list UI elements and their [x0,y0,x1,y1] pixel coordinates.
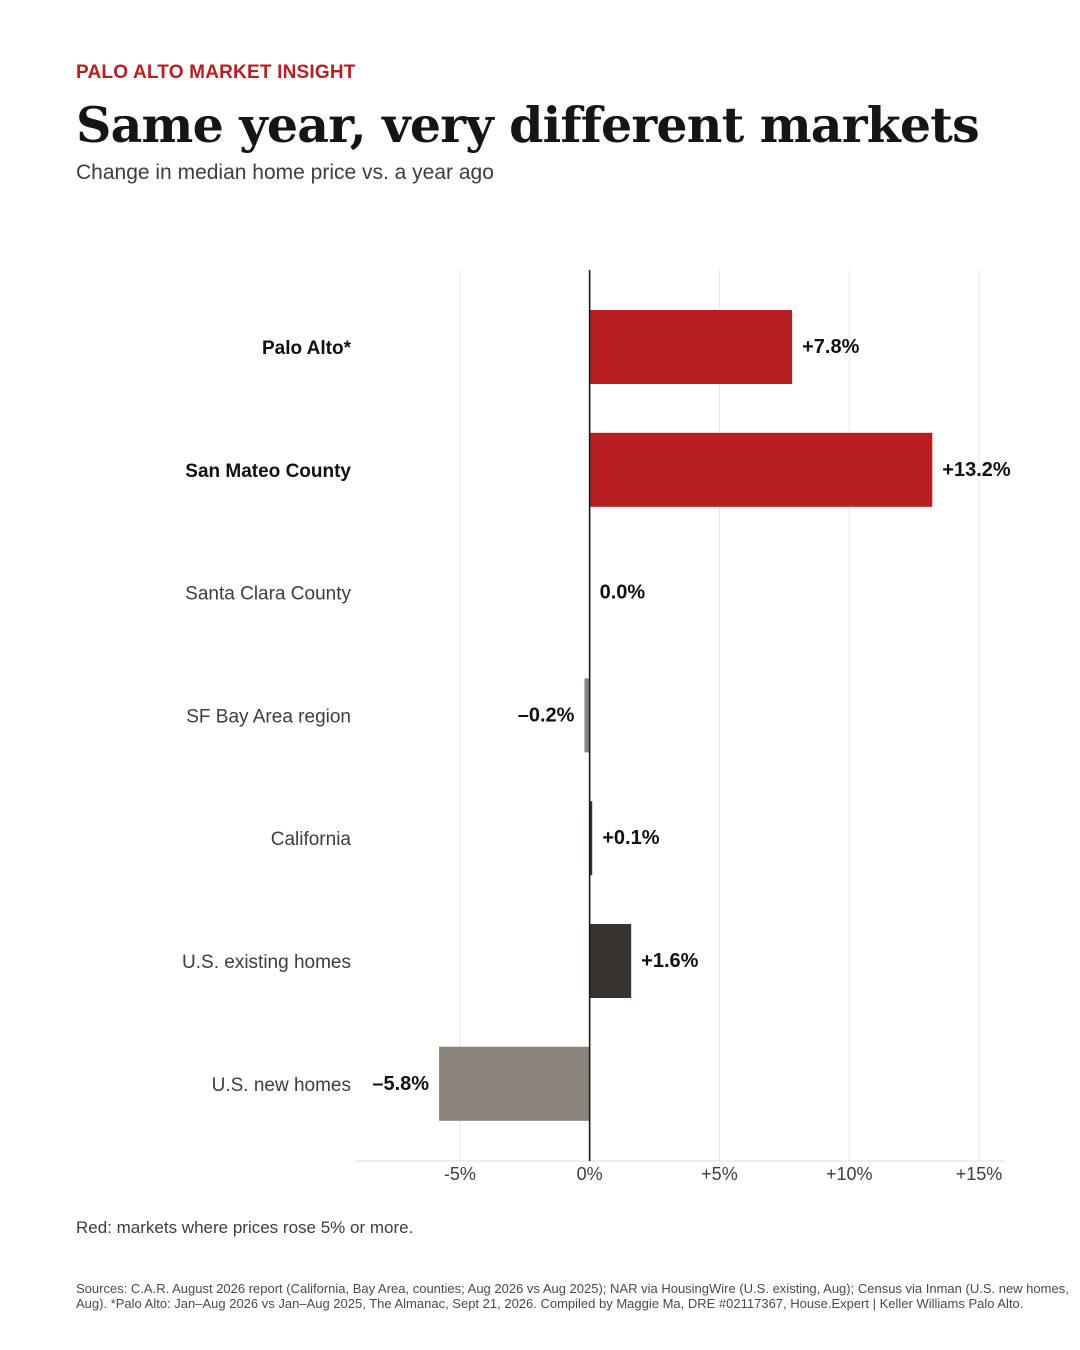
kicker: PALO ALTO MARKET INSIGHT [76,62,356,83]
bar [589,310,793,384]
color-note: Red: markets where prices rose 5% or mor… [76,1218,414,1237]
bar [584,678,590,753]
value-label: +1.6% [641,950,698,972]
category-label: San Mateo County [185,461,351,482]
x-tick-label: +15% [956,1164,1003,1184]
gridlines [356,270,1005,1162]
category-label: California [271,829,352,850]
bar [439,1046,590,1121]
bar-chart: -5% 0% +5% +10% +15% Palo Alto* +7.8% San Mateo… [182,270,1011,1184]
bar [589,432,933,507]
labels: -5% 0% +5% +10% +15% Palo Alto* +7.8% San Mateo… [182,336,1011,1184]
x-tick-label: +10% [826,1164,873,1184]
x-tick-label: 0% [577,1164,603,1184]
x-tick-label: +5% [701,1164,738,1184]
bar [589,801,593,876]
category-label: U.S. existing homes [182,952,351,973]
value-label: +13.2% [942,459,1011,481]
bars [439,270,933,1161]
page-title: Same year, very different markets [76,96,980,154]
category-label: Palo Alto* [262,338,352,359]
category-label: SF Bay Area region [186,706,351,727]
value-label: –5.8% [372,1073,429,1095]
value-label: –0.2% [518,704,575,726]
bar [589,924,632,998]
value-label: +0.1% [602,827,659,849]
x-tick-label: -5% [444,1164,476,1184]
category-label: Santa Clara County [185,584,351,605]
sources: Sources: C.A.R. August 2026 report (Cali… [76,1281,1069,1311]
category-label: U.S. new homes [212,1075,351,1096]
subtitle: Change in median home price vs. a year a… [76,161,494,184]
value-label: +7.8% [802,336,859,358]
value-label: 0.0% [600,582,646,604]
